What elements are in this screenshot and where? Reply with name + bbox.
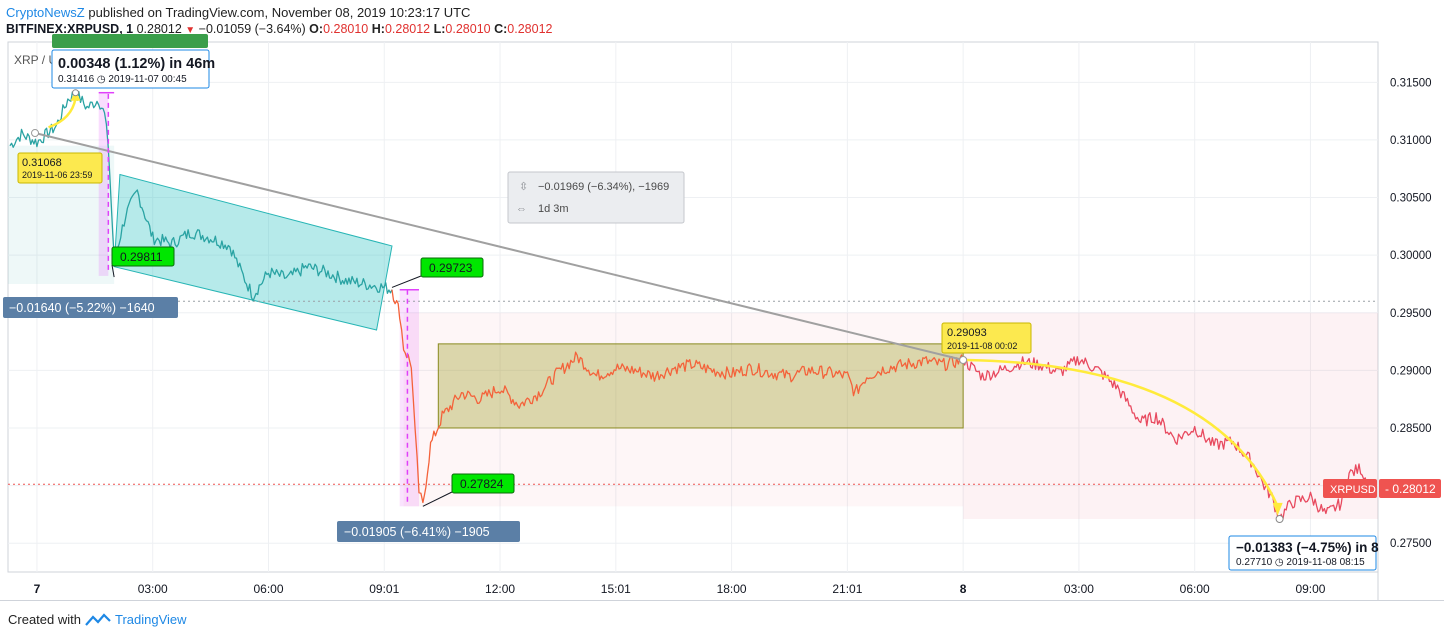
tooltip-line-1: −0.01969 (−6.34%), −1969 <box>538 181 669 193</box>
change-value: −0.01059 (−3.64%) <box>198 22 306 36</box>
price-value-text: - 0.28012 <box>1385 482 1436 496</box>
y-tick-label: 0.29000 <box>1390 365 1432 377</box>
publish-info: published on TradingView.com, November 0… <box>88 5 471 20</box>
bottom-measure-text: −0.01383 (−4.75%) in 8 <box>1236 540 1379 555</box>
x-tick-label: 12:00 <box>485 582 515 596</box>
footer-divider <box>0 600 1444 601</box>
consolidation-box[interactable] <box>437 343 964 429</box>
y-tick-label: 0.31500 <box>1390 77 1432 89</box>
created-with-text: Created with <box>8 612 81 627</box>
green-label-29811-pointer <box>111 264 115 278</box>
author-link[interactable]: CryptoNewsZ <box>6 5 85 20</box>
range-height-icon: ⇳ <box>519 181 528 193</box>
price-symbol-tag <box>1323 479 1377 498</box>
down-arrow-icon: ▼ <box>185 25 196 36</box>
x-tick-label: 15:01 <box>601 582 631 596</box>
open-value: 0.28010 <box>323 22 369 36</box>
y-tick-label: 0.29500 <box>1390 308 1432 320</box>
top-measure-text: 0.00348 (1.12%) in 46m <box>58 56 215 72</box>
x-tick-label: 06:00 <box>253 582 283 596</box>
magenta-range-1 <box>98 92 109 276</box>
range-width-icon: ⇔ <box>516 203 527 215</box>
magenta-range-2 <box>399 289 419 507</box>
price-symbol-text: XRPUSD <box>1330 484 1376 496</box>
y-tick-label: 0.28500 <box>1390 423 1432 435</box>
bottom-measure-sub: 0.27710 ◷ 2019-11-08 08:15 <box>1236 557 1365 568</box>
tradingview-brand[interactable]: TradingView <box>114 612 187 627</box>
x-tick-label: 06:00 <box>1180 582 1210 596</box>
green-label-29723-pointer <box>391 275 422 288</box>
bottom-measure-box <box>1228 535 1377 571</box>
green-label-27824 <box>451 473 515 494</box>
y-tick-label: 0.27500 <box>1390 538 1432 550</box>
tag-31068 <box>17 152 103 184</box>
tooltip-line-2: 1d 3m <box>538 203 569 215</box>
green-label-27824-value: 0.27824 <box>460 477 504 491</box>
green-label-29811-value: 0.29811 <box>120 250 163 264</box>
x-tick-label: 09:00 <box>1295 582 1325 596</box>
trend-start-point[interactable] <box>31 129 40 138</box>
y-tick-label: 0.30500 <box>1390 193 1432 205</box>
open-label: O: <box>309 22 324 36</box>
green-label-29723-value: 0.29723 <box>429 261 473 275</box>
y-tick-label: 0.31000 <box>1390 135 1432 147</box>
top-green-tab <box>52 34 208 48</box>
down-arrow-head-icon <box>1272 502 1283 516</box>
x-tick-label: 03:00 <box>138 582 168 596</box>
x-tick-label: 18:00 <box>717 582 747 596</box>
top-measure-sub: 0.31416 ◷ 2019-11-07 00:45 <box>58 74 187 85</box>
close-value: 0.28012 <box>507 22 553 36</box>
green-label-29811 <box>111 246 175 267</box>
x-tick-label: 09:01 <box>369 582 399 596</box>
tag-29093 <box>941 322 1032 354</box>
low-value: 0.28010 <box>445 22 491 36</box>
tag-31068-value: 0.31068 <box>22 157 62 169</box>
tag-29093-date: 2019-11-08 00:02 <box>947 341 1017 351</box>
tag-29093-value: 0.29093 <box>947 327 987 339</box>
measure-box-2 <box>337 521 520 542</box>
x-tick-label: 8 <box>960 582 967 596</box>
y-tick-label: 0.30000 <box>1390 250 1432 262</box>
range-tooltip <box>507 171 685 224</box>
publish-header: CryptoNewsZ published on TradingView.com… <box>6 5 470 20</box>
measure-box-1-text: −0.01640 (−5.22%) −1640 <box>9 301 155 315</box>
down-arrow-curve <box>966 358 1279 507</box>
tradingview-logo-icon <box>85 612 111 626</box>
descending-channel[interactable] <box>113 173 393 331</box>
price-series-red[interactable] <box>962 356 1369 523</box>
high-point-marker <box>72 89 80 97</box>
green-label-29723 <box>420 257 484 278</box>
x-tick-label: 03:00 <box>1064 582 1094 596</box>
price-value-tag <box>1379 479 1441 498</box>
x-tick-label: 7 <box>34 582 41 596</box>
high-value: 0.28012 <box>384 22 431 36</box>
x-tick-label: 21:01 <box>832 582 862 596</box>
ohlc-header: BITFINEX:XRPUSD, 1 0.28012 ▼ −0.01059 (−… <box>6 22 552 36</box>
measure-box-1 <box>3 297 178 318</box>
plot-area[interactable] <box>7 41 1379 573</box>
last-price: 0.28012 <box>136 22 182 36</box>
close-label: C: <box>494 22 508 36</box>
trend-end-point[interactable] <box>959 356 968 364</box>
green-label-27824-pointer <box>422 491 453 507</box>
high-label: H: <box>371 22 385 36</box>
measure-box-2-text: −0.01905 (−6.41%) −1905 <box>344 525 490 539</box>
footer: Created with TradingView <box>8 612 187 627</box>
low-point-marker <box>1275 515 1284 523</box>
tag-31068-date: 2019-11-06 23:59 <box>22 170 92 180</box>
symbol-label: BITFINEX:XRPUSD, 1 <box>6 22 134 36</box>
up-arrow-curve <box>48 98 77 129</box>
trend-line[interactable] <box>34 132 964 361</box>
top-measure-box <box>51 49 210 89</box>
price-series-orange[interactable] <box>391 289 964 504</box>
low-label: L: <box>433 22 446 36</box>
